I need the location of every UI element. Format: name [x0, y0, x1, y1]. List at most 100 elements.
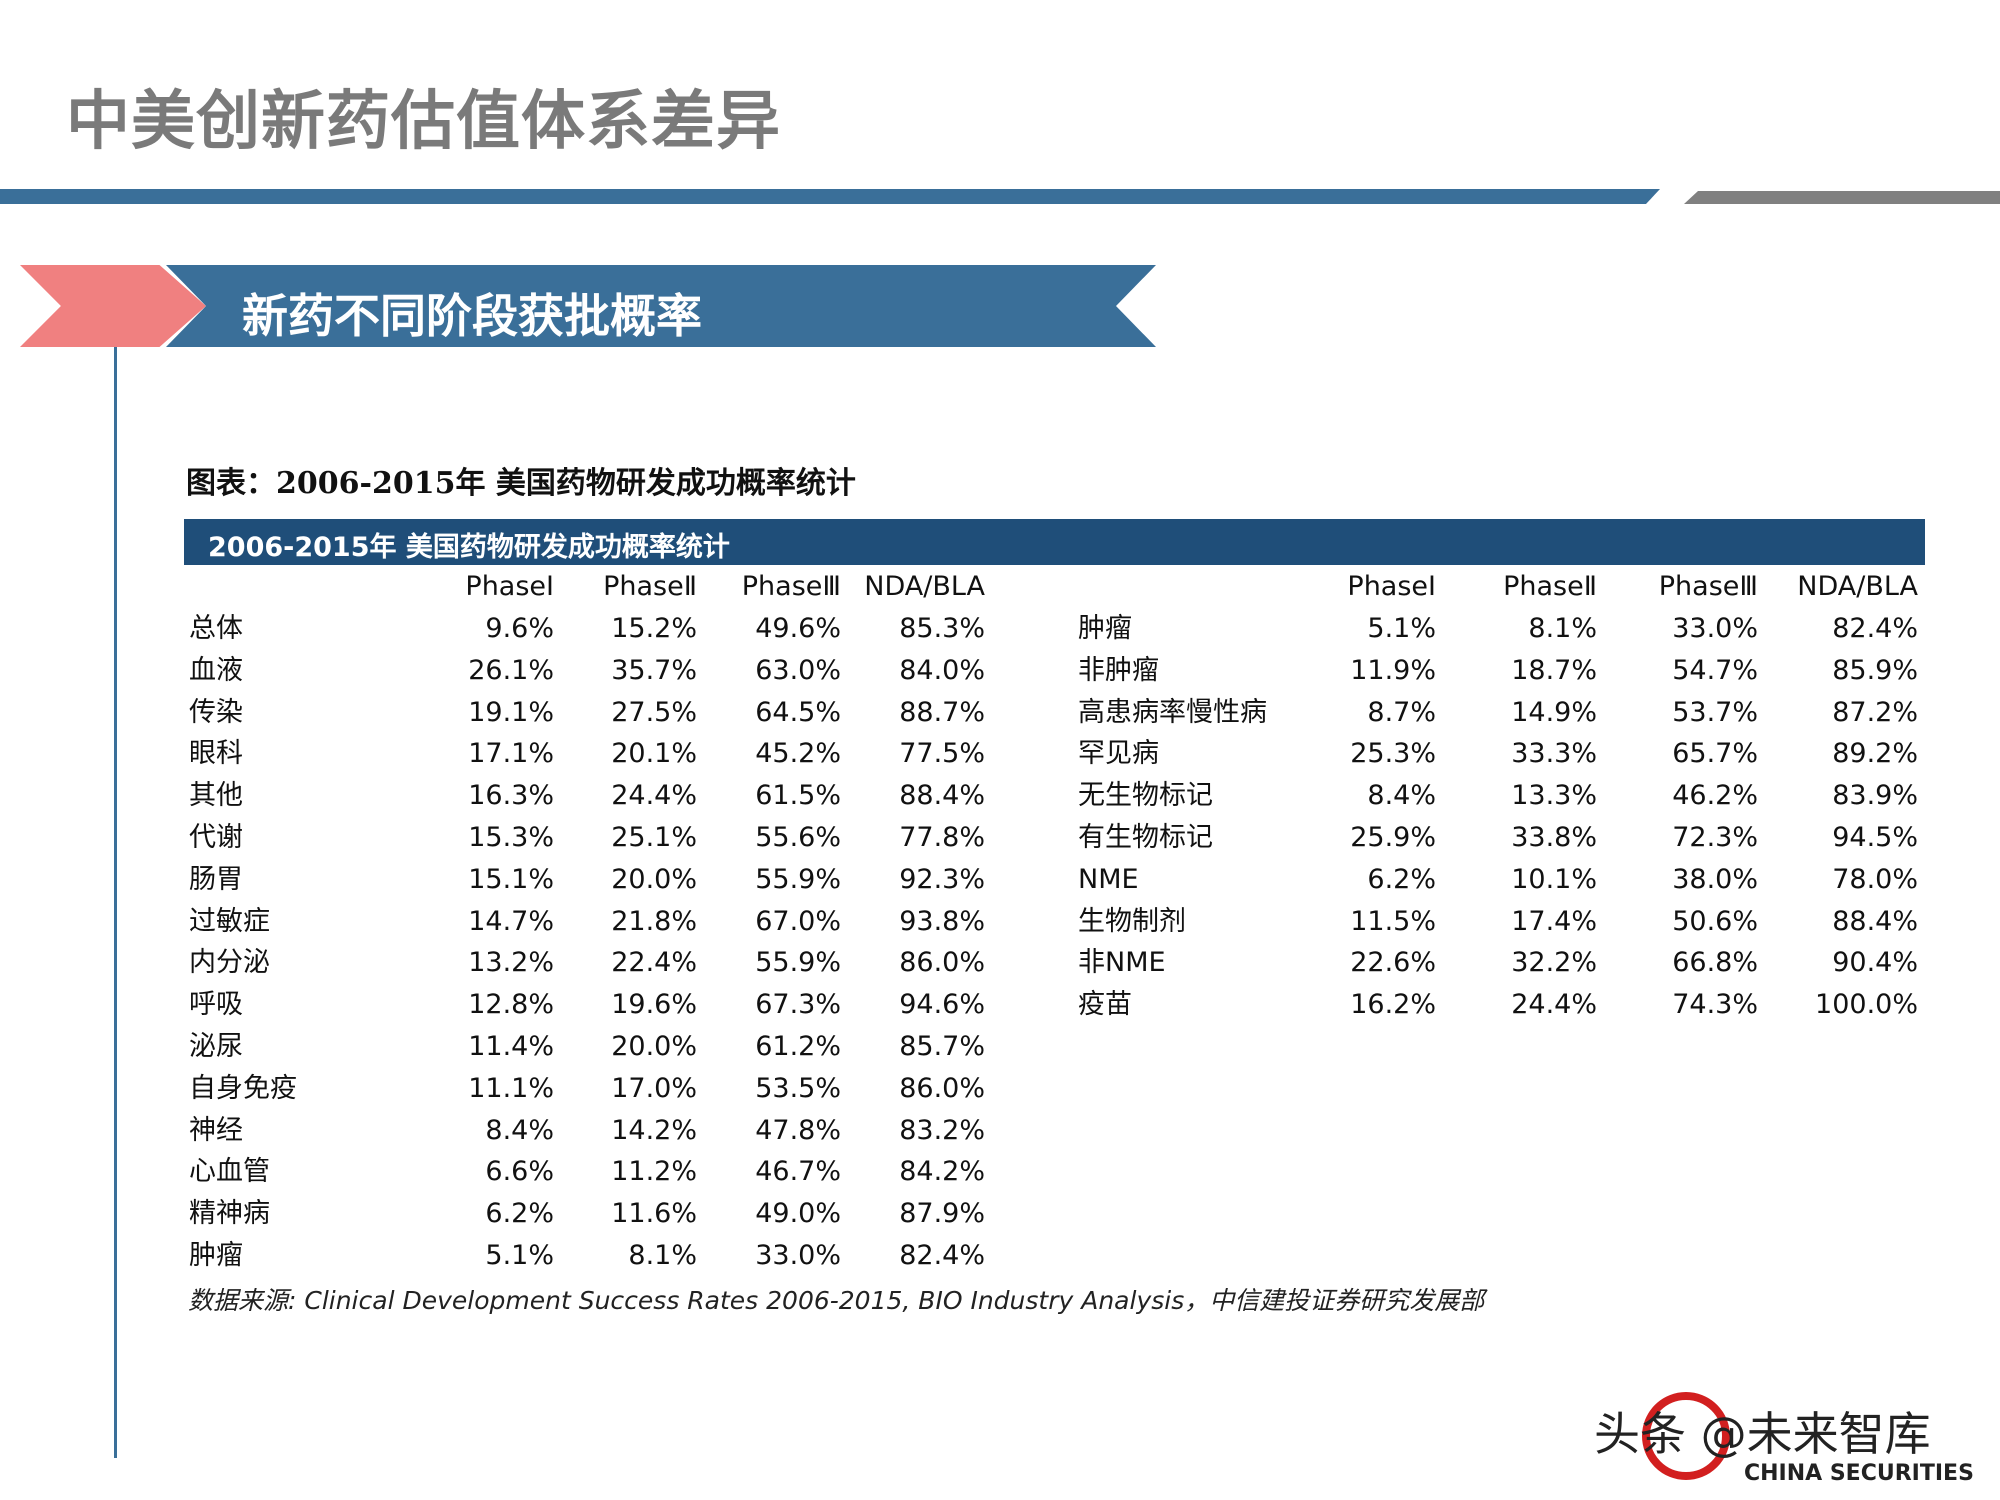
- rate-cell: 83.2%: [899, 1114, 985, 1146]
- table-row: 高患病率慢性病 8.7% 14.9% 53.7% 87.2%: [0, 693, 2000, 733]
- rate-cell: 19.1%: [468, 696, 554, 728]
- rate-cell: 24.4%: [611, 780, 697, 812]
- table-row: 代谢 15.3% 25.1% 55.6% 77.8%: [0, 818, 2000, 858]
- row-label: 传染: [189, 696, 243, 728]
- section-banner: [166, 265, 1156, 347]
- rate-cell: 67.3%: [755, 989, 841, 1021]
- rate-cell: 55.9%: [755, 863, 841, 895]
- table-row: 有生物标记 25.9% 33.8% 72.3% 94.5%: [0, 818, 2000, 858]
- rate-cell: 100.0%: [1815, 989, 1918, 1021]
- rate-cell: 65.7%: [1672, 738, 1758, 770]
- column-header-row: PhaseⅠ PhaseⅡ PhaseⅢ NDA/BLA PhaseⅠ PhaseⅡ Pha…: [0, 567, 2000, 607]
- rate-cell: 82.4%: [1832, 613, 1918, 644]
- rate-cell: 35.7%: [611, 654, 697, 686]
- table-row: 血液 26.1% 35.7% 63.0% 84.0%: [0, 651, 2000, 691]
- rate-cell: 5.1%: [485, 1240, 554, 1271]
- rate-cell: 86.0%: [899, 947, 985, 979]
- table-row: 其他 16.3% 24.4% 61.5% 88.4%: [0, 776, 2000, 816]
- header-divider-gray: [1684, 191, 2000, 204]
- rate-cell: 85.7%: [899, 1031, 985, 1062]
- rate-cell: 26.1%: [468, 654, 554, 686]
- row-label: 肿瘤: [1078, 613, 1132, 644]
- rate-cell: 5.1%: [1367, 613, 1436, 644]
- column-header: PhaseⅢ: [741, 571, 841, 602]
- table-row: 罕见病 25.3% 33.3% 65.7% 89.2%: [0, 734, 2000, 774]
- rate-cell: 55.9%: [755, 947, 841, 979]
- rate-cell: 87.2%: [1832, 696, 1918, 728]
- rate-cell: 24.4%: [1511, 989, 1597, 1021]
- rate-cell: 88.7%: [899, 696, 985, 728]
- table-row: 肿瘤 5.1% 8.1% 33.0% 82.4%: [0, 1236, 2000, 1276]
- rate-cell: 8.1%: [628, 1240, 697, 1271]
- table-row: 传染 19.1% 27.5% 64.5% 88.7%: [0, 693, 2000, 733]
- row-label: 其他: [189, 780, 243, 812]
- row-label: 自身免疫: [189, 1072, 297, 1104]
- row-label: 罕见病: [1078, 738, 1159, 770]
- rate-cell: 16.3%: [468, 780, 554, 812]
- row-label: 心血管: [189, 1156, 270, 1188]
- table-header-band: 2006-2015年 美国药物研发成功概率统计: [184, 519, 1925, 565]
- rate-cell: 77.5%: [899, 738, 985, 770]
- rate-cell: 21.8%: [611, 905, 697, 937]
- row-label: 无生物标记: [1078, 780, 1213, 812]
- table-row: 呼吸 12.8% 19.6% 67.3% 94.6%: [0, 985, 2000, 1025]
- rate-cell: 14.2%: [611, 1114, 697, 1146]
- rate-cell: 19.6%: [611, 989, 697, 1021]
- rate-cell: 84.0%: [899, 654, 985, 686]
- rate-cell: 20.1%: [611, 738, 697, 770]
- row-label: 疫苗: [1078, 989, 1132, 1021]
- row-label: 泌尿: [189, 1031, 243, 1062]
- rate-cell: 11.4%: [468, 1031, 554, 1062]
- rate-cell: 25.1%: [611, 822, 697, 853]
- rate-cell: 11.5%: [1350, 905, 1436, 937]
- table-row: 肿瘤 5.1% 8.1% 33.0% 82.4%: [0, 609, 2000, 649]
- page-title: 中美创新药估值体系差异: [66, 85, 781, 159]
- row-label: 肿瘤: [189, 1240, 243, 1271]
- rate-cell: 64.5%: [755, 696, 841, 728]
- rate-cell: 50.6%: [1672, 905, 1758, 937]
- row-label: 肠胃: [189, 863, 243, 895]
- rate-cell: 20.0%: [611, 863, 697, 895]
- row-label: 血液: [189, 654, 243, 686]
- rate-cell: 93.8%: [899, 905, 985, 937]
- rate-cell: 87.9%: [899, 1198, 985, 1230]
- table-row: 总体 9.6% 15.2% 49.6% 85.3%: [0, 609, 2000, 649]
- rate-cell: 85.9%: [1832, 654, 1918, 686]
- column-header: PhaseⅠ: [1347, 571, 1436, 602]
- table-row: 眼科 17.1% 20.1% 45.2% 77.5%: [0, 734, 2000, 774]
- rate-cell: 46.2%: [1672, 780, 1758, 812]
- row-label: 过敏症: [189, 905, 270, 937]
- rate-cell: 14.7%: [468, 905, 554, 937]
- rate-cell: 17.4%: [1511, 905, 1597, 937]
- table-row: 神经 8.4% 14.2% 47.8% 83.2%: [0, 1111, 2000, 1151]
- rate-cell: 8.1%: [1528, 613, 1597, 644]
- row-label: 非肿瘤: [1078, 654, 1159, 686]
- rate-cell: 55.6%: [755, 822, 841, 853]
- table-row: 肠胃 15.1% 20.0% 55.9% 92.3%: [0, 860, 2000, 900]
- rate-cell: 15.3%: [468, 822, 554, 853]
- rate-cell: 10.1%: [1511, 863, 1597, 895]
- seal-icon: [1642, 1392, 1730, 1480]
- rate-cell: 92.3%: [899, 863, 985, 895]
- watermark-logo: 头条 @未来智库 CHINA SECURITIES: [1594, 1392, 1974, 1484]
- rate-cell: 94.5%: [1832, 822, 1918, 853]
- rate-cell: 17.1%: [468, 738, 554, 770]
- rate-cell: 78.0%: [1832, 863, 1918, 895]
- rate-cell: 85.3%: [899, 613, 985, 644]
- table-row: 心血管 6.6% 11.2% 46.7% 84.2%: [0, 1152, 2000, 1192]
- rate-cell: 86.0%: [899, 1072, 985, 1104]
- section-title: 新药不同阶段获批概率: [242, 289, 702, 343]
- table-row: NME 6.2% 10.1% 38.0% 78.0%: [0, 860, 2000, 900]
- rate-cell: 6.6%: [485, 1156, 554, 1188]
- table-row: 非肿瘤 11.9% 18.7% 54.7% 85.9%: [0, 651, 2000, 691]
- row-label: 非NME: [1078, 947, 1166, 979]
- table-row: 生物制剂 11.5% 17.4% 50.6% 88.4%: [0, 902, 2000, 942]
- row-label: 总体: [189, 613, 243, 644]
- row-label: 高患病率慢性病: [1078, 696, 1267, 728]
- row-label: 神经: [189, 1114, 243, 1146]
- rate-cell: 25.3%: [1350, 738, 1436, 770]
- column-header: PhaseⅡ: [603, 571, 697, 602]
- rate-cell: 90.4%: [1832, 947, 1918, 979]
- rate-cell: 94.6%: [899, 989, 985, 1021]
- rate-cell: 77.8%: [899, 822, 985, 853]
